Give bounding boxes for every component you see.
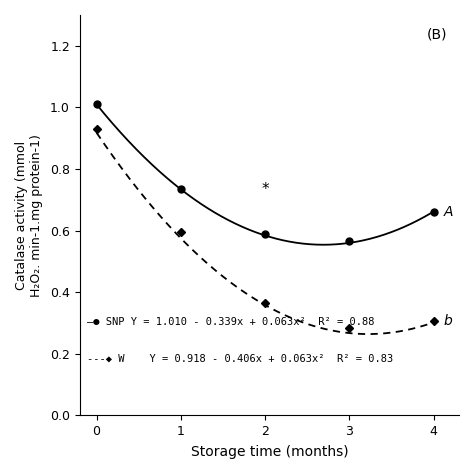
Text: *: * <box>261 182 269 197</box>
Text: b: b <box>444 314 453 328</box>
Text: —● SNP Y = 1.010 - 0.339x + 0.063x²  R² = 0.88: —● SNP Y = 1.010 - 0.339x + 0.063x² R² =… <box>87 317 375 327</box>
Text: (B): (B) <box>427 27 447 41</box>
Y-axis label: Catalase activity (mmol
H₂O₂. min-1.mg protein-1): Catalase activity (mmol H₂O₂. min-1.mg p… <box>15 134 43 297</box>
X-axis label: Storage time (months): Storage time (months) <box>191 445 348 459</box>
Text: A: A <box>444 205 453 219</box>
Text: ---◆ W    Y = 0.918 - 0.406x + 0.063x²  R² = 0.83: ---◆ W Y = 0.918 - 0.406x + 0.063x² R² =… <box>87 353 393 363</box>
